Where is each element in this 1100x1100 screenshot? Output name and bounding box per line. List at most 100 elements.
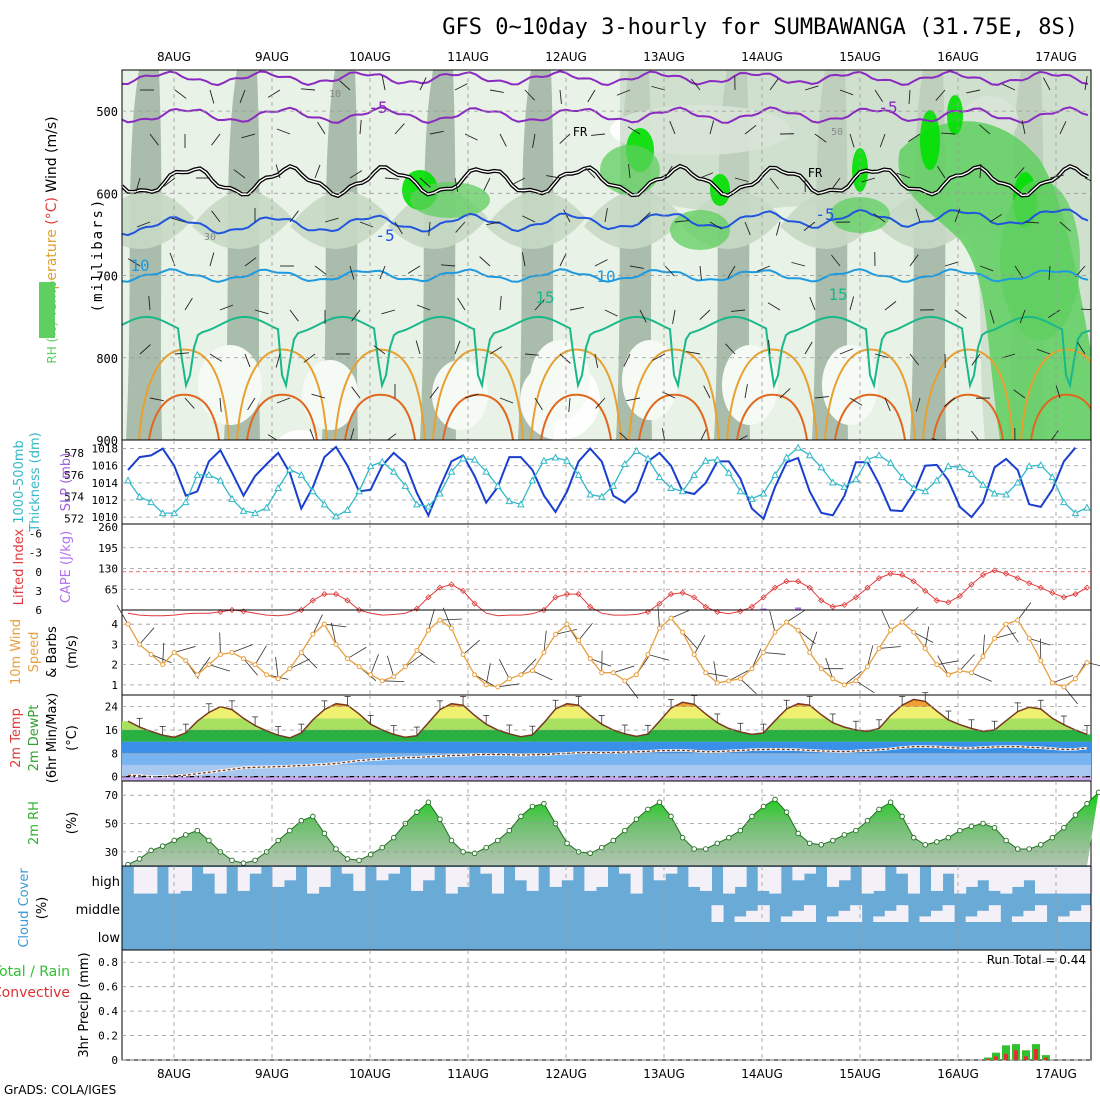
lifted-index-point — [910, 578, 917, 585]
rh2m-point — [229, 857, 235, 864]
surface-wind-barb — [254, 645, 267, 665]
surface-wind-barb — [416, 650, 436, 664]
date-tick-top-17AUG: 17AUG — [1035, 50, 1077, 64]
wind-barb — [1075, 265, 1086, 277]
wind-barb — [873, 213, 886, 223]
surface-wind-barb — [347, 646, 367, 659]
wind-barb — [770, 442, 784, 444]
lifted-index-point — [887, 570, 894, 577]
wind-speed-point — [287, 666, 293, 672]
lifted-index-point — [852, 594, 859, 601]
thickness-point — [736, 487, 745, 495]
cloud-middle-clear — [931, 910, 944, 922]
rh2m-point — [518, 813, 524, 820]
surface-wind-barb — [937, 655, 949, 675]
rh2m-point — [183, 832, 189, 838]
wind-speed-point — [264, 672, 270, 678]
rh-band — [290, 191, 390, 249]
wind-speed-point — [899, 619, 905, 625]
rh2m-point — [772, 796, 778, 803]
temp-axis-label: 2m DewPt — [27, 705, 42, 772]
thickness-point — [1048, 473, 1057, 481]
wind-barb — [814, 133, 827, 143]
lifted-index-point — [460, 587, 467, 594]
thickness-point — [620, 459, 629, 467]
wind-barb — [419, 177, 431, 188]
wind-barb — [483, 177, 491, 191]
wind-tick: 2 — [111, 659, 118, 672]
temp-contour-15 — [122, 315, 1091, 390]
wind-barb — [849, 133, 855, 148]
cloud-high-clear — [214, 867, 227, 894]
wind-barb — [428, 221, 431, 236]
wind-barb — [868, 442, 875, 454]
wind-speed-point — [160, 662, 166, 668]
wind-barb — [349, 170, 363, 179]
wind-barb — [1048, 309, 1061, 319]
surface-wind-barb — [485, 663, 491, 685]
wind-barb — [628, 164, 631, 179]
rh2m-point — [1003, 837, 1009, 844]
date-tick-bottom-12AUG: 12AUG — [545, 1067, 587, 1081]
rh2m-point — [806, 840, 813, 847]
thickness-point — [678, 487, 687, 495]
surface-wind-barb — [555, 628, 578, 635]
date-tick-top-12AUG: 12AUG — [545, 50, 587, 64]
cloud-high-clear — [954, 867, 967, 894]
thickness-point — [1060, 498, 1068, 506]
wind-speed-point — [945, 672, 951, 678]
wind-speed-point — [1084, 660, 1090, 666]
wind-barb — [200, 442, 210, 451]
temp-band — [122, 753, 1091, 765]
wind-barb — [314, 164, 321, 179]
rh2m-point — [1014, 846, 1021, 852]
cloud-high-clear — [341, 867, 354, 874]
lifted-index-point — [587, 603, 594, 610]
rh2m-point — [448, 837, 455, 844]
wind-barb — [381, 309, 396, 315]
wind-speed-point — [345, 656, 351, 662]
lifted-index-point — [979, 571, 987, 579]
temp-contour-minus10 — [122, 70, 1089, 87]
wind-barb — [521, 252, 526, 267]
precip-convective-bar — [1044, 1057, 1048, 1060]
wind-barb — [594, 353, 599, 368]
cloud-middle-clear — [780, 916, 793, 922]
wind-barb — [479, 256, 491, 267]
wind-barb — [512, 177, 526, 185]
date-tick-bottom-14AUG: 14AUG — [741, 1067, 783, 1081]
rh2m-point — [287, 827, 293, 834]
wind-speed-point — [437, 617, 443, 623]
slp-tick: 1012 — [92, 494, 119, 507]
temp-tick: 16 — [105, 724, 118, 737]
wind-speed-point — [414, 647, 420, 653]
temp-contour-25 — [344, 393, 416, 440]
wind-barb — [839, 89, 854, 96]
date-tick-bottom-8AUG: 8AUG — [157, 1067, 191, 1081]
wind-barb — [849, 296, 855, 311]
wind-barb — [559, 89, 562, 104]
slp-tick: 1018 — [92, 443, 119, 456]
cape-tick: 65 — [105, 583, 118, 596]
wind-speed-point — [321, 621, 327, 627]
wind-speed-point — [171, 650, 177, 655]
rh2m-tick: 50 — [105, 818, 118, 831]
cloud-high-clear — [699, 867, 712, 891]
wind-barb — [394, 123, 405, 135]
wind-speed-point — [1038, 658, 1044, 664]
surface-wind-barb — [693, 635, 706, 655]
contour-label: 10 — [329, 89, 341, 100]
contour-label: 10 — [130, 256, 149, 275]
lifted-index-point — [679, 589, 686, 596]
cloud-high-clear — [491, 867, 505, 894]
rh2m-point — [656, 799, 663, 806]
wind-barb — [359, 120, 362, 135]
thickness-point — [320, 500, 329, 508]
cape-bar — [795, 607, 802, 610]
wind-speed-point — [402, 664, 408, 670]
wind-barb — [908, 133, 921, 143]
lifted-tick: -3 — [29, 547, 42, 560]
wind-barb — [896, 172, 911, 179]
temp-contour-10 — [122, 268, 1089, 284]
